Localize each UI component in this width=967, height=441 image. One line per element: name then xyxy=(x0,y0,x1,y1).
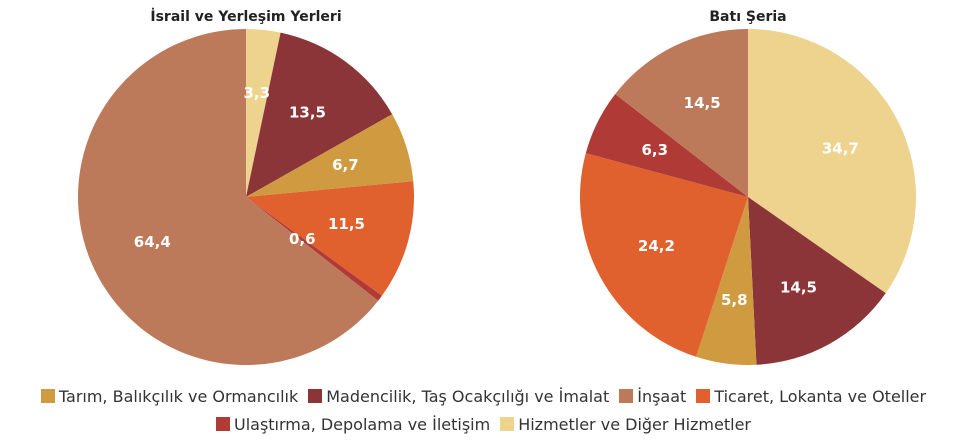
legend-swatch xyxy=(696,389,711,403)
value-label: 34,7 xyxy=(822,139,859,157)
legend-item: İnşaat xyxy=(619,387,686,406)
pie-slice xyxy=(78,29,379,365)
value-label: 14,5 xyxy=(684,94,721,112)
charts: İsrail ve Yerleşim Yerleri 3,3 13,5 6,7 11,5… xyxy=(78,8,916,365)
value-label: 0,6 xyxy=(289,230,316,248)
legend-label: Ulaştırma, Depolama ve İletişim xyxy=(233,414,491,434)
value-label: 6,7 xyxy=(332,156,359,174)
pie-slice xyxy=(696,197,757,365)
pie-slice xyxy=(748,29,916,294)
legend-label: Tarım, Balıkçılık ve Ormancılık xyxy=(58,386,299,406)
pie-slice xyxy=(246,32,393,198)
legend-item: Tarım, Balıkçılık ve Ormancılık xyxy=(40,386,299,406)
pie-slice xyxy=(246,181,414,296)
pie-slice xyxy=(246,197,382,301)
chart-title: Batı Şeria xyxy=(709,9,786,25)
value-label: 14,5 xyxy=(780,279,817,297)
value-label: 13,5 xyxy=(289,103,326,121)
value-label: 11,5 xyxy=(328,215,365,233)
value-label: 3,3 xyxy=(243,84,270,102)
legend-item: Ulaştırma, Depolama ve İletişim xyxy=(215,414,491,434)
pie-slice xyxy=(615,29,748,197)
legend-swatch xyxy=(40,389,55,403)
pie-slice xyxy=(748,197,886,365)
value-label: 24,2 xyxy=(638,237,675,255)
legend-swatch xyxy=(308,389,323,403)
legend-row: Ulaştırma, Depolama ve İletişim Hizmetler… xyxy=(0,410,967,438)
legend: Tarım, Balıkçılık ve Ormancılık Madencili… xyxy=(0,382,967,438)
legend-label: Ticaret, Lokanta ve Oteller xyxy=(714,386,927,406)
pie-slice xyxy=(246,29,281,197)
pie-slice xyxy=(246,114,414,197)
legend-label: İnşaat xyxy=(637,386,687,406)
legend-label: Hizmetler ve Diğer Hizmetler xyxy=(518,414,751,434)
pie-slice xyxy=(580,153,748,357)
value-label: 5,8 xyxy=(721,291,748,309)
legend-item: Hizmetler ve Diğer Hizmetler xyxy=(500,415,751,434)
legend-label: Madencilik, Taş Ocakçılığı ve İmalat xyxy=(326,386,610,406)
legend-item: Ticaret, Lokanta ve Oteller xyxy=(696,387,926,406)
value-label: 6,3 xyxy=(641,141,668,159)
legend-row: Tarım, Balıkçılık ve Ormancılık Madencili… xyxy=(0,382,967,410)
legend-item: Madencilik, Taş Ocakçılığı ve İmalat xyxy=(308,387,609,406)
chart-title: İsrail ve Yerleşim Yerleri xyxy=(150,8,341,25)
pie-slice xyxy=(585,94,748,197)
legend-swatch xyxy=(215,417,230,431)
legend-swatch xyxy=(500,417,515,431)
value-label: 64,4 xyxy=(134,233,171,251)
legend-swatch xyxy=(619,389,634,403)
